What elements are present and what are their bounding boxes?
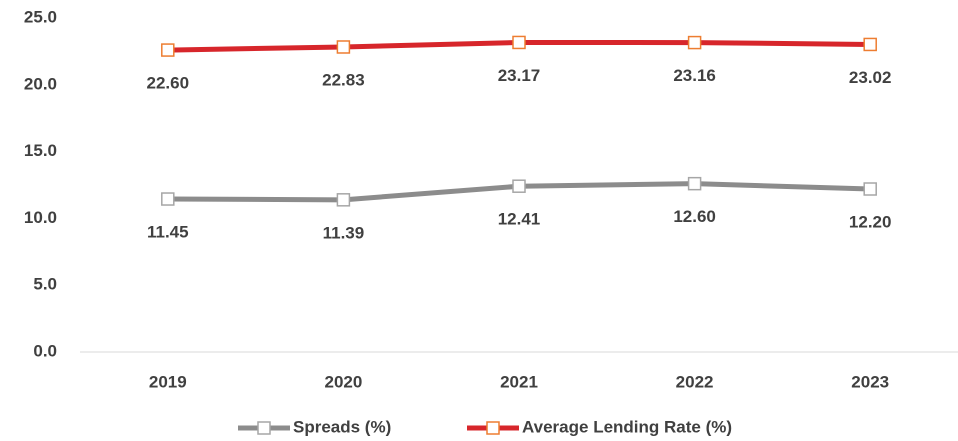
data-label: 12.20 xyxy=(849,212,892,231)
marker xyxy=(687,35,702,50)
x-tick-label: 2023 xyxy=(851,372,889,391)
data-label: 12.41 xyxy=(498,210,541,229)
data-label: 11.45 xyxy=(147,223,189,242)
marker xyxy=(161,192,175,206)
marker xyxy=(512,35,526,50)
y-tick-label: 0.0 xyxy=(33,341,57,360)
y-tick-label: 15.0 xyxy=(24,141,57,160)
marker xyxy=(336,193,351,207)
marker xyxy=(161,43,175,57)
x-tick-label: 2019 xyxy=(149,372,187,391)
legend-label: Average Lending Rate (%) xyxy=(522,417,732,436)
marker xyxy=(863,182,877,196)
y-tick-label: 20.0 xyxy=(24,74,57,93)
legend-marker xyxy=(257,421,271,435)
marker xyxy=(687,176,702,191)
y-tick-label: 5.0 xyxy=(33,275,57,294)
data-label: 22.83 xyxy=(322,70,365,89)
legend-label: Spreads (%) xyxy=(293,417,391,436)
marker xyxy=(336,40,351,54)
y-tick-label: 25.0 xyxy=(24,7,57,26)
marker xyxy=(863,37,877,52)
data-label: 11.39 xyxy=(323,223,365,242)
y-tick-label: 10.0 xyxy=(24,208,57,227)
x-tick-label: 2021 xyxy=(500,372,538,391)
data-label: 12.60 xyxy=(673,207,716,226)
x-tick-label: 2020 xyxy=(324,372,362,391)
x-tick-label: 2022 xyxy=(676,372,714,391)
data-label: 23.17 xyxy=(498,66,541,85)
marker xyxy=(512,179,526,193)
data-label: 23.02 xyxy=(849,68,892,87)
legend-marker xyxy=(486,421,500,435)
data-label: 23.16 xyxy=(673,66,716,85)
data-label: 22.60 xyxy=(147,74,190,93)
